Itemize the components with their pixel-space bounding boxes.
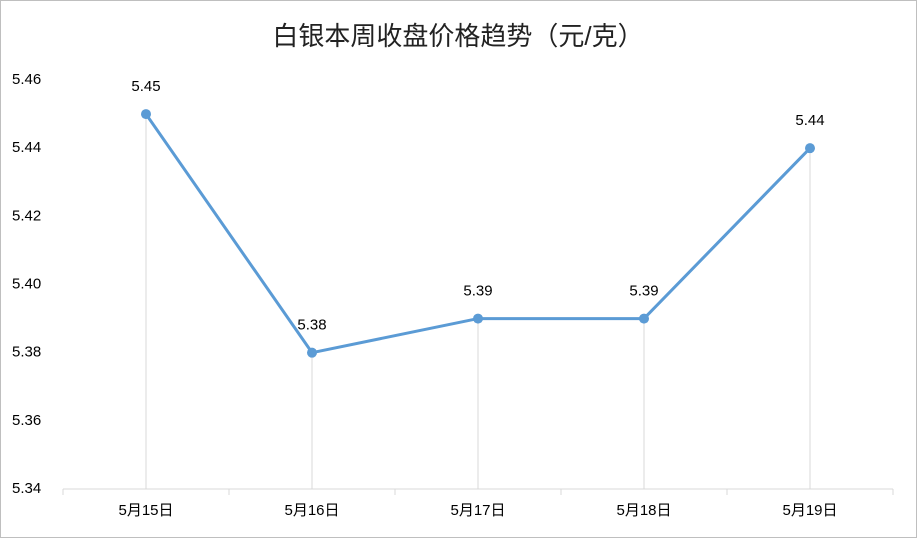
y-tick-label: 5.44 xyxy=(12,139,41,156)
point xyxy=(141,109,151,120)
point xyxy=(639,313,649,324)
y-tick-label: 5.46 xyxy=(12,71,41,88)
point xyxy=(307,347,317,358)
point xyxy=(805,143,815,154)
x-tick-label: 5月15日 xyxy=(118,502,173,519)
x-tick-label: 5月17日 xyxy=(450,502,505,519)
point xyxy=(473,313,483,324)
y-tick-label: 5.38 xyxy=(12,344,41,361)
y-tick-label: 5.40 xyxy=(12,275,41,292)
data-label: 5.39 xyxy=(463,283,492,300)
y-tick-label: 5.42 xyxy=(12,207,41,224)
chart-title: 白银本周收盘价格趋势（元/克） xyxy=(272,21,643,51)
x-tick-label: 5月19日 xyxy=(782,502,837,519)
data-label: 5.39 xyxy=(629,283,658,300)
x-tick-label: 5月18日 xyxy=(616,502,671,519)
data-label: 5.45 xyxy=(131,78,160,95)
data-label: 5.44 xyxy=(795,112,824,129)
y-tick-label: 5.36 xyxy=(12,412,41,429)
x-tick-label: 5月16日 xyxy=(284,502,339,519)
y-tick-label: 5.34 xyxy=(12,480,41,497)
data-label: 5.38 xyxy=(297,317,326,334)
